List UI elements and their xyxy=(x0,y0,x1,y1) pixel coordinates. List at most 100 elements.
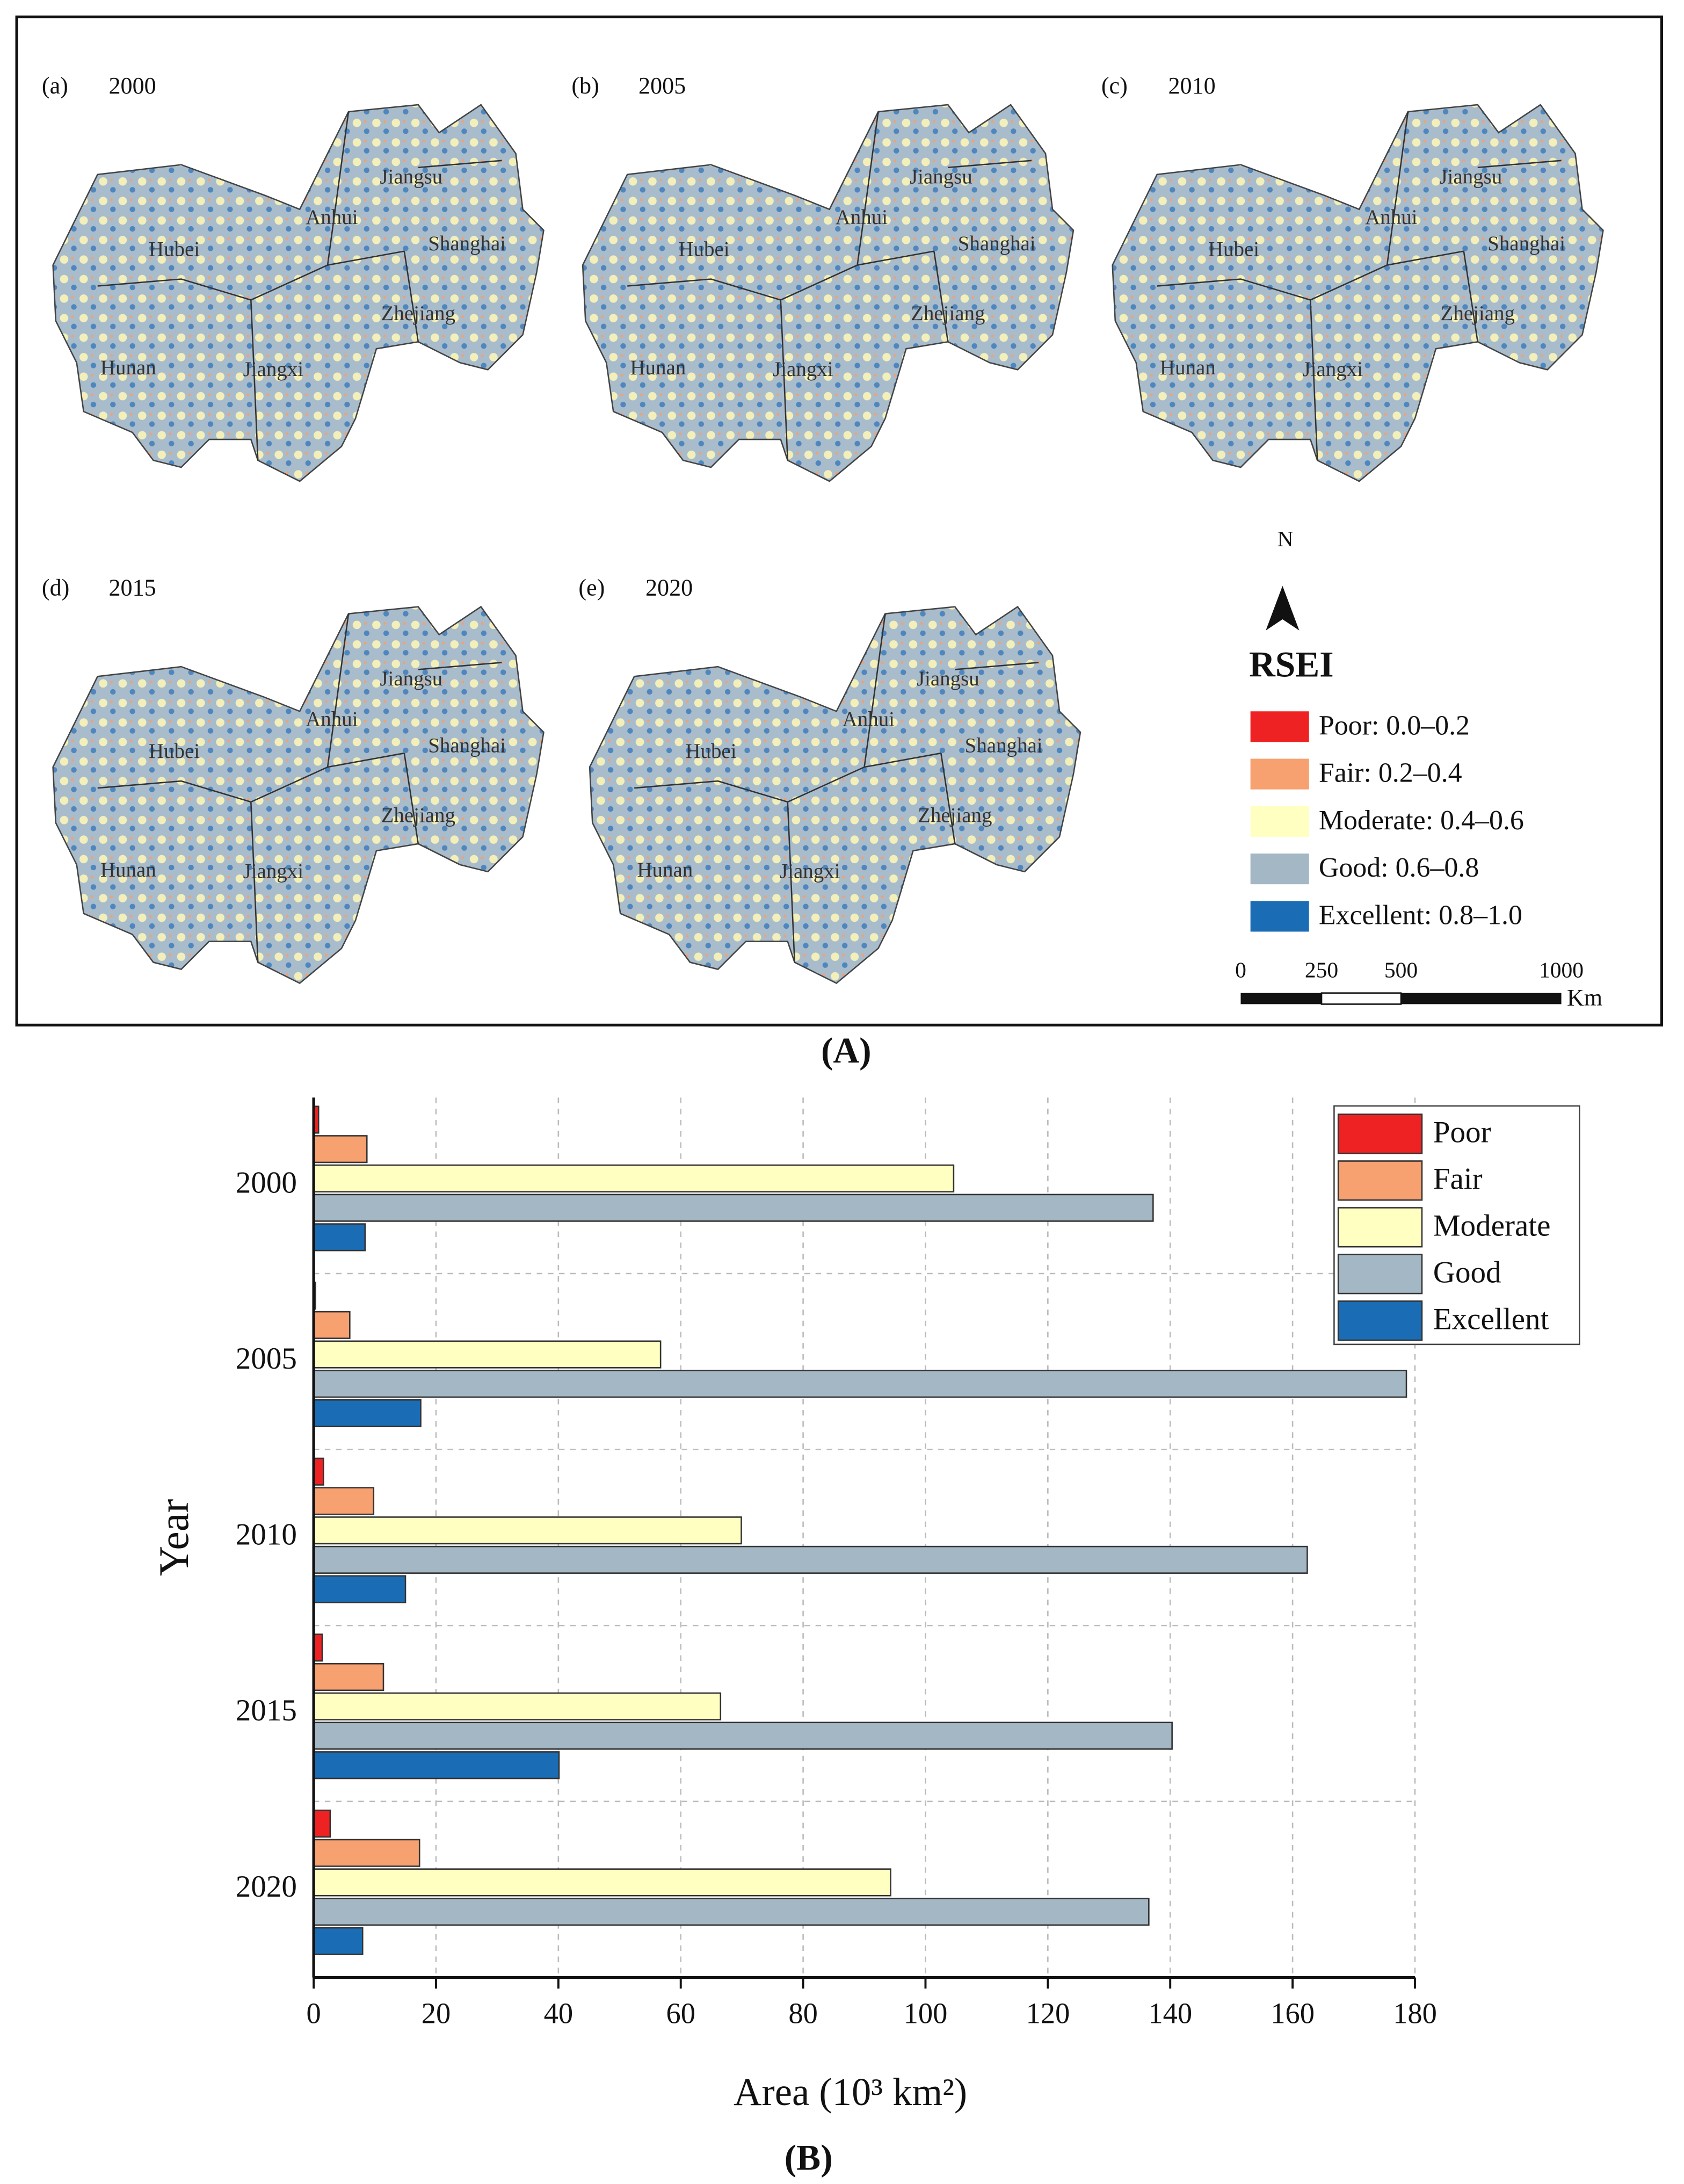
legend-swatch xyxy=(1250,711,1309,742)
scale-label: 500 xyxy=(1384,957,1418,982)
x-tick-label: 100 xyxy=(904,1997,948,2030)
legend-swatch xyxy=(1337,1300,1423,1341)
province-label: Hubei xyxy=(149,740,200,763)
panel-sublabel: (c) xyxy=(1101,73,1128,99)
y-tick-label: 2015 xyxy=(236,1694,297,1727)
bar xyxy=(313,1692,722,1720)
bar xyxy=(313,1370,1407,1398)
x-tick-label: 140 xyxy=(1148,1997,1192,2030)
bar xyxy=(313,1311,351,1339)
panel-year: 2020 xyxy=(645,575,693,601)
legend-swatch xyxy=(1250,758,1309,790)
province-label: Jiangsu xyxy=(910,165,972,189)
x-tick-label: 160 xyxy=(1271,1997,1315,2030)
scale-label: 250 xyxy=(1305,957,1338,982)
province-label: Hubei xyxy=(149,238,200,261)
map-region xyxy=(589,605,1081,985)
bar xyxy=(313,1399,422,1428)
legend-label: Fair: 0.2–0.4 xyxy=(1319,758,1462,789)
province-label: Shanghai xyxy=(965,734,1043,757)
panel-sublabel: (a) xyxy=(42,73,68,99)
legend-label: Excellent xyxy=(1433,1302,1549,1336)
map-region xyxy=(52,605,545,985)
province-label: Hunan xyxy=(1160,356,1216,379)
province-border xyxy=(97,111,502,461)
x-tick-label: 40 xyxy=(544,1997,573,2030)
legend-swatch xyxy=(1250,854,1309,885)
panel-year: 2015 xyxy=(108,575,156,601)
bar xyxy=(313,1927,364,1955)
province-label: Anhui xyxy=(836,206,888,229)
bar xyxy=(313,1194,1154,1222)
scale-bar xyxy=(1320,992,1402,1005)
province-label: Anhui xyxy=(306,206,358,229)
north-arrow xyxy=(1266,585,1300,631)
north-label: N xyxy=(1277,526,1294,551)
panel-year: 2005 xyxy=(638,73,686,99)
province-label: Anhui xyxy=(306,707,358,731)
bar xyxy=(313,1839,420,1867)
legend-title: RSEI xyxy=(1249,644,1334,684)
province-label: Hunan xyxy=(100,356,156,379)
province-label: Hunan xyxy=(637,858,693,881)
province-label: Zhejiang xyxy=(381,804,455,827)
y-tick-label: 2005 xyxy=(236,1342,297,1376)
scale-label: 1000 xyxy=(1539,957,1584,982)
province-label: Jiangxi xyxy=(1303,358,1363,381)
bar xyxy=(313,1722,1173,1750)
bar xyxy=(313,1135,368,1163)
x-tick-label: 20 xyxy=(422,1997,451,2030)
legend-label: Moderate: 0.4–0.6 xyxy=(1319,805,1524,836)
panel-sublabel: (e) xyxy=(578,575,605,601)
legend-swatch xyxy=(1337,1207,1423,1248)
legend-label: Poor: 0.0–0.2 xyxy=(1319,710,1470,741)
x-tick-label: 120 xyxy=(1026,1997,1070,2030)
legend-swatch xyxy=(1250,901,1309,932)
province-label: Jiangsu xyxy=(917,667,979,690)
legend-label: Excellent: 0.8–1.0 xyxy=(1319,900,1522,930)
bar xyxy=(313,1223,366,1252)
map-panel: (a) 2000 Jiangsu Anhui Shanghai Hubei Zhejiang… xyxy=(42,73,545,482)
province-label: Anhui xyxy=(843,707,895,731)
x-axis-label: Area (10³ km²) xyxy=(734,2070,967,2114)
province-label: Jiangxi xyxy=(780,859,840,883)
province-label: Shanghai xyxy=(428,734,506,757)
x-tick-label: 0 xyxy=(306,1997,321,2030)
x-tick-label: 60 xyxy=(666,1997,695,2030)
province-label: Zhejiang xyxy=(911,302,985,325)
legend-swatch xyxy=(1337,1254,1423,1295)
bar xyxy=(313,1663,384,1691)
province-label: Jiangxi xyxy=(243,859,304,883)
map-panel: (b) 2005 Jiangsu Anhui Shanghai Hubei Zhejiang… xyxy=(571,73,1075,482)
map-region xyxy=(52,104,545,482)
bar xyxy=(313,1751,560,1780)
map-region xyxy=(1112,104,1604,482)
legend-swatch xyxy=(1250,806,1309,837)
province-label: Zhejiang xyxy=(1441,302,1515,325)
legend-label: Fair xyxy=(1433,1162,1483,1196)
bar xyxy=(313,1898,1150,1926)
panel-sublabel: (b) xyxy=(571,73,599,99)
map-panel: (c) 2010 Jiangsu Anhui Shanghai Hubei Zhejiang… xyxy=(1101,73,1604,482)
province-label: Jiangxi xyxy=(243,358,304,381)
bar xyxy=(313,1545,1308,1574)
bar xyxy=(313,1809,331,1838)
province-border xyxy=(1157,111,1562,461)
province-label: Shanghai xyxy=(428,232,506,255)
province-label: Jiangsu xyxy=(380,165,442,189)
map-panel: (e) 2020 Jiangsu Anhui Shanghai Hubei Zhejiang… xyxy=(578,575,1081,985)
legend-label: Good xyxy=(1433,1255,1501,1289)
province-label: Hubei xyxy=(678,238,729,261)
province-border xyxy=(627,111,1032,461)
panel-sublabel: (d) xyxy=(42,575,69,601)
bar xyxy=(313,1868,891,1897)
scale-label: 0 xyxy=(1235,957,1246,982)
province-label: Jiangxi xyxy=(773,358,833,381)
panel-year: 2010 xyxy=(1168,73,1215,99)
province-label: Zhejiang xyxy=(381,302,455,325)
legend-label: Moderate xyxy=(1433,1209,1551,1243)
bar xyxy=(313,1516,742,1545)
panel-label: (A) xyxy=(821,1030,872,1071)
